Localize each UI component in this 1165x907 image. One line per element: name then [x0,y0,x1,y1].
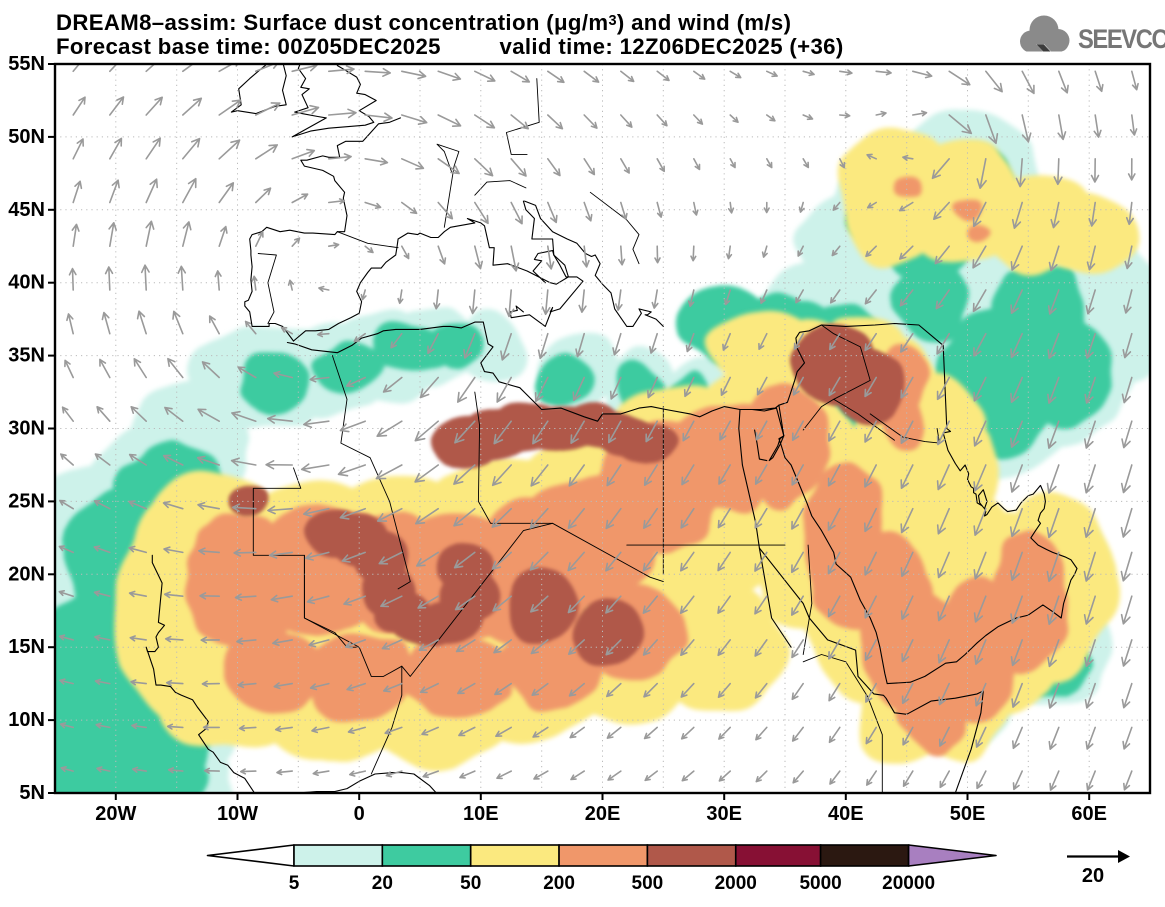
svg-text:30E: 30E [706,803,742,825]
svg-text:0: 0 [354,803,365,825]
svg-text:200: 200 [543,873,575,894]
svg-text:5000: 5000 [799,873,841,894]
svg-text:20W: 20W [95,803,136,825]
svg-text:5: 5 [289,873,300,894]
svg-text:40N: 40N [8,272,45,294]
svg-text:10W: 10W [217,803,258,825]
svg-text:2000: 2000 [715,873,757,894]
svg-text:DREAM8–assim: Surface dust con: DREAM8–assim: Surface dust concentration… [56,10,791,35]
svg-text:25N: 25N [8,490,45,512]
svg-text:50: 50 [460,873,481,894]
svg-text:55N: 55N [8,53,45,75]
svg-text:20000: 20000 [882,873,935,894]
svg-text:15N: 15N [8,636,45,658]
svg-text:10N: 10N [8,709,45,731]
svg-text:20: 20 [372,873,393,894]
svg-text:30N: 30N [8,418,45,440]
svg-text:20E: 20E [585,803,621,825]
svg-text:SEEVCCC: SEEVCCC [1078,25,1165,55]
svg-text:45N: 45N [8,199,45,221]
svg-text:50N: 50N [8,126,45,148]
svg-text:35N: 35N [8,345,45,367]
svg-text:20N: 20N [8,563,45,585]
svg-text:5N: 5N [19,782,45,804]
svg-text:500: 500 [632,873,664,894]
svg-text:60E: 60E [1071,803,1107,825]
svg-text:50E: 50E [950,803,986,825]
svg-text:Forecast base time: 00Z05DEC20: Forecast base time: 00Z05DEC2025 valid t… [56,34,844,59]
svg-text:20: 20 [1082,865,1104,887]
svg-text:40E: 40E [828,803,864,825]
svg-text:10E: 10E [463,803,499,825]
